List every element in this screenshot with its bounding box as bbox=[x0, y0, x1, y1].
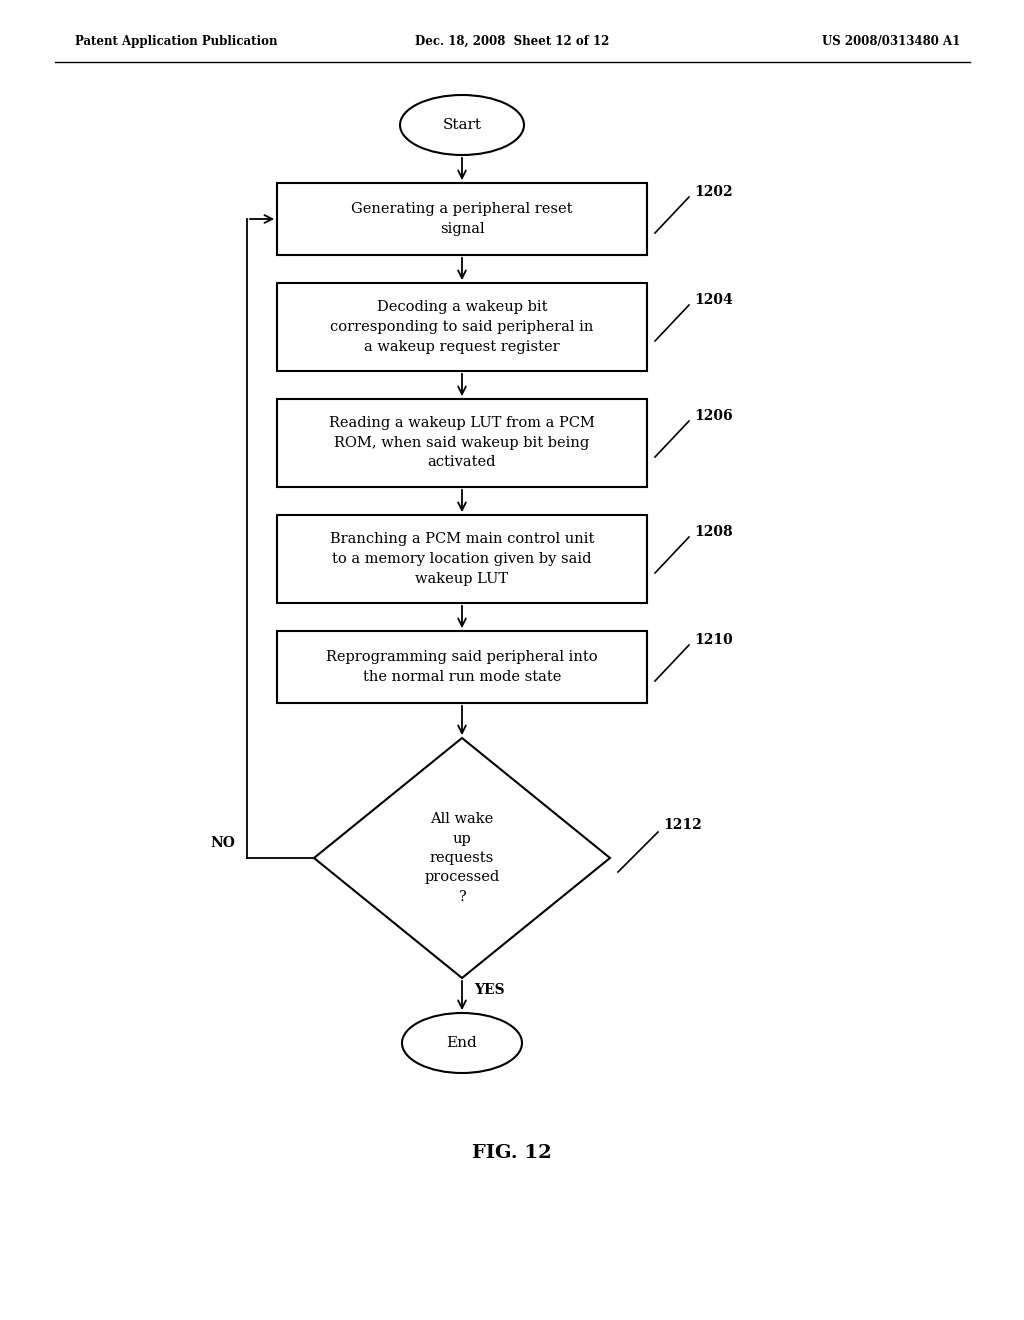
Text: 1208: 1208 bbox=[694, 525, 732, 539]
Text: 1202: 1202 bbox=[694, 185, 732, 199]
FancyBboxPatch shape bbox=[278, 282, 647, 371]
FancyBboxPatch shape bbox=[278, 515, 647, 603]
Text: 1206: 1206 bbox=[694, 409, 732, 422]
Text: 1212: 1212 bbox=[663, 818, 701, 832]
Ellipse shape bbox=[402, 1012, 522, 1073]
Text: Generating a peripheral reset
signal: Generating a peripheral reset signal bbox=[351, 202, 572, 236]
FancyBboxPatch shape bbox=[278, 399, 647, 487]
Text: Branching a PCM main control unit
to a memory location given by said
wakeup LUT: Branching a PCM main control unit to a m… bbox=[330, 532, 594, 586]
Text: Decoding a wakeup bit
corresponding to said peripheral in
a wakeup request regis: Decoding a wakeup bit corresponding to s… bbox=[331, 301, 594, 354]
Text: FIG. 12: FIG. 12 bbox=[472, 1144, 552, 1162]
Text: Start: Start bbox=[442, 117, 481, 132]
Text: 1204: 1204 bbox=[694, 293, 733, 308]
Text: NO: NO bbox=[210, 836, 234, 850]
Text: Reprogramming said peripheral into
the normal run mode state: Reprogramming said peripheral into the n… bbox=[327, 651, 598, 684]
FancyBboxPatch shape bbox=[278, 183, 647, 255]
Text: 1210: 1210 bbox=[694, 634, 733, 647]
Polygon shape bbox=[314, 738, 610, 978]
Text: Patent Application Publication: Patent Application Publication bbox=[75, 36, 278, 48]
Text: YES: YES bbox=[474, 983, 505, 997]
Text: All wake
up
requests
processed
?: All wake up requests processed ? bbox=[424, 812, 500, 904]
Text: Dec. 18, 2008  Sheet 12 of 12: Dec. 18, 2008 Sheet 12 of 12 bbox=[415, 36, 609, 48]
Ellipse shape bbox=[400, 95, 524, 154]
Text: US 2008/0313480 A1: US 2008/0313480 A1 bbox=[821, 36, 961, 48]
Text: Reading a wakeup LUT from a PCM
ROM, when said wakeup bit being
activated: Reading a wakeup LUT from a PCM ROM, whe… bbox=[329, 417, 595, 470]
Text: End: End bbox=[446, 1036, 477, 1049]
FancyBboxPatch shape bbox=[278, 631, 647, 704]
